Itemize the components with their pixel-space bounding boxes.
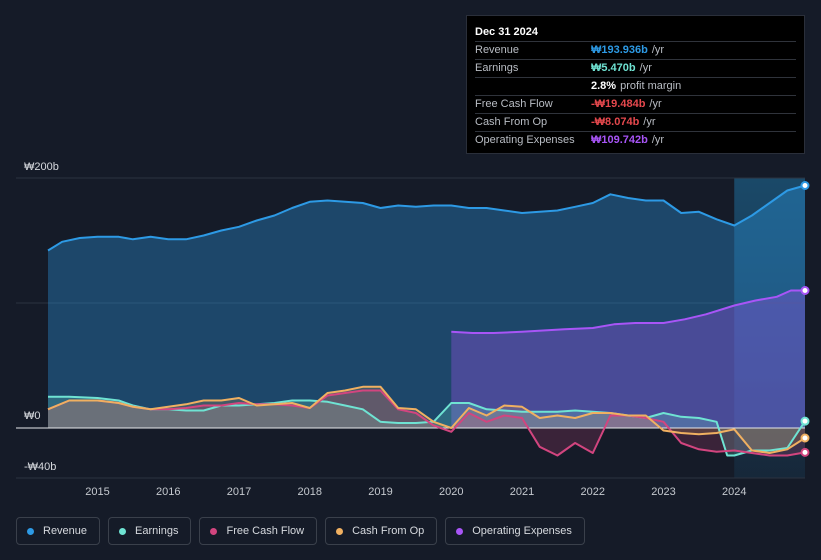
legend-label: Free Cash Flow: [226, 525, 305, 537]
legend-item-revenue[interactable]: Revenue: [16, 517, 101, 545]
legend-label: Cash From Op: [352, 525, 425, 537]
x-tick-label: 2017: [227, 486, 251, 498]
legend: Revenue Earnings Free Cash Flow Cash Fro…: [16, 517, 585, 545]
legend-item-free-cash-flow[interactable]: Free Cash Flow: [199, 517, 318, 545]
legend-label: Earnings: [135, 525, 179, 537]
area-operating-expenses: [451, 290, 805, 428]
tooltip-unit: /yr: [651, 134, 665, 146]
end-markers: [800, 181, 810, 457]
x-tick-label: 2015: [85, 486, 109, 498]
marker-cash-from-op: [800, 433, 810, 443]
y-tick-label: -₩40b: [24, 461, 56, 473]
marker-operating-expenses: [800, 286, 810, 295]
x-tick-label: 2019: [368, 486, 392, 498]
tooltip-row-earnings: Earnings ₩5.470b /yr: [475, 60, 796, 78]
y-axis: ₩200b ₩0 -₩40b: [24, 161, 59, 473]
tooltip-value: ₩193.936b: [591, 44, 648, 56]
y-tick-label: ₩0: [24, 410, 41, 422]
legend-label: Operating Expenses: [472, 525, 572, 537]
x-tick-label: 2024: [722, 486, 746, 498]
legend-dot-icon: [456, 527, 464, 535]
tooltip-label: [475, 78, 591, 95]
tooltip-unit: /yr: [643, 116, 656, 128]
x-axis: 2015 2016 2017 2018 2019 2020 2021 2022 2023 2024: [85, 486, 746, 498]
tooltip-value: -₩19.484b: [591, 98, 646, 110]
line-cash-from-op: [47, 385, 806, 454]
tooltip-label: Revenue: [475, 44, 520, 56]
tooltip-row-operating-expenses: Operating Expenses ₩109.742b /yr: [475, 132, 796, 149]
tooltip-row-revenue: Revenue ₩193.936b /yr: [475, 42, 796, 60]
legend-dot-icon: [336, 527, 344, 535]
tooltip-unit: /yr: [651, 44, 665, 56]
x-tick-label: 2016: [156, 486, 180, 498]
tooltip-label: Operating Expenses: [475, 134, 575, 146]
tooltip-label: Earnings: [475, 62, 519, 74]
tooltip-row-profit-margin: 2.8% profit margin: [475, 78, 796, 96]
tooltip-unit: /yr: [649, 98, 662, 110]
tooltip-label: Cash From Op: [475, 116, 548, 128]
x-tick-label: 2021: [510, 486, 534, 498]
tooltip-row-free-cash-flow: Free Cash Flow -₩19.484b /yr: [475, 96, 796, 114]
legend-dot-icon: [27, 527, 34, 535]
legend-label: Revenue: [43, 525, 88, 537]
marker-revenue: [800, 181, 810, 190]
x-tick-label: 2023: [651, 486, 675, 498]
area-revenue: [48, 185, 805, 428]
legend-dot-icon: [119, 527, 127, 535]
marker-free-cash-flow: [800, 447, 810, 457]
tooltip-unit: profit margin: [620, 80, 682, 92]
tooltip-row-cash-from-op: Cash From Op -₩8.074b /yr: [475, 114, 796, 132]
tooltip-value: 2.8%: [591, 80, 617, 92]
x-tick-label: 2018: [298, 486, 322, 498]
tooltip-value: ₩5.470b: [591, 62, 636, 74]
tooltip-value: ₩109.742b: [591, 134, 648, 146]
gridlines: [16, 177, 805, 479]
x-tick-label: 2022: [581, 486, 605, 498]
legend-item-cash-from-op[interactable]: Cash From Op: [325, 517, 438, 545]
area-earnings: [48, 396, 805, 456]
line-revenue: [47, 184, 806, 252]
tooltip-panel: Dec 31 2024 Revenue ₩193.936b /yr Earnin…: [466, 15, 805, 154]
tooltip-date: Dec 31 2024: [475, 24, 796, 42]
marker-earnings: [800, 416, 810, 426]
series-areas: [48, 185, 805, 456]
legend-dot-icon: [210, 527, 218, 535]
tooltip-unit: /yr: [639, 62, 652, 74]
x-tick-label: 2020: [439, 486, 463, 498]
line-earnings: [48, 395, 806, 457]
legend-item-operating-expenses[interactable]: Operating Expenses: [445, 517, 585, 545]
line-free-cash-flow: [47, 389, 806, 457]
y-tick-label: ₩200b: [24, 161, 59, 173]
legend-item-earnings[interactable]: Earnings: [108, 517, 192, 545]
line-operating-expenses: [451, 289, 805, 334]
tooltip-label: Free Cash Flow: [475, 98, 553, 110]
tooltip-value: -₩8.074b: [591, 116, 640, 128]
series-lines: [47, 184, 806, 457]
